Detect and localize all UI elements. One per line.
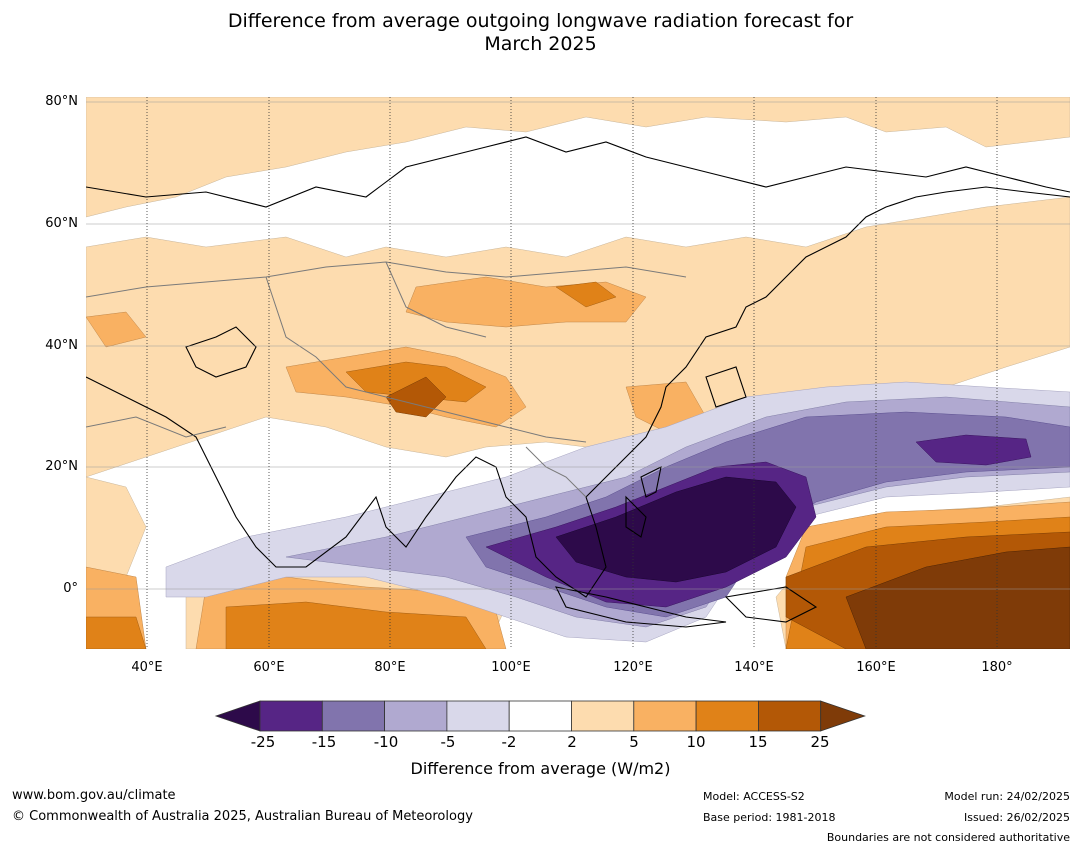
contour-darkest-brown: [845, 546, 1070, 649]
colorbar-cell: [633, 700, 697, 732]
colorbar-tick: -15: [311, 733, 337, 751]
colorbar-tick: 25: [810, 733, 830, 751]
colorbar-tick: -2: [501, 733, 517, 751]
lon-label-80e: 80°E: [374, 660, 406, 675]
footer-copyright: © Commonwealth of Australia 2025, Austra…: [12, 809, 473, 824]
colorbar-tick: -25: [250, 733, 276, 751]
title-line-1: Difference from average outgoing longwav…: [227, 10, 854, 32]
colorbar: [214, 700, 866, 736]
contour-darkest-purple: [555, 476, 797, 583]
lon-label-40e: 40°E: [131, 660, 163, 675]
colorbar-tick: -5: [440, 733, 456, 751]
colorbar-label: Difference from average (W/m2): [410, 759, 671, 778]
colorbar-cell: [321, 700, 386, 732]
lat-label-60n: 60°N: [45, 216, 78, 231]
colorbar-tick: 5: [629, 733, 639, 751]
colorbar-cell: [384, 700, 448, 732]
footer-model-run: Model run: 24/02/2025: [944, 790, 1070, 803]
colorbar-cell: [508, 700, 572, 732]
colorbar-graphic: [214, 700, 866, 732]
footer-boundaries-note: Boundaries are not considered authoritat…: [826, 831, 1070, 844]
colorbar-cell: [758, 700, 822, 732]
lon-label-60e: 60°E: [253, 660, 285, 675]
lon-label-180: 180°: [981, 660, 1013, 675]
footer-base-period: Base period: 1981-2018: [703, 811, 836, 824]
colorbar-tick: 15: [748, 733, 768, 751]
lat-label-0: 0°: [63, 581, 78, 596]
map-panel: [86, 97, 1070, 649]
colorbar-cell: [259, 700, 323, 732]
footer-model: Model: ACCESS-S2: [703, 790, 805, 803]
coastlines: [86, 136, 1070, 628]
colorbar-extend-max: [820, 700, 866, 732]
lon-label-160e: 160°E: [856, 660, 896, 675]
gridlines: [86, 101, 1070, 590]
colorbar-cell: [571, 700, 635, 732]
footer-issued: Issued: 26/02/2025: [963, 811, 1070, 824]
colorbar-tick: 2: [567, 733, 577, 751]
lat-label-20n: 20°N: [45, 459, 78, 474]
colorbar-tick: 10: [686, 733, 706, 751]
colorbar-extend-min: [214, 700, 261, 732]
colorbar-cell: [695, 700, 759, 732]
colorbar-tick: -10: [373, 733, 399, 751]
lat-label-80n: 80°N: [45, 94, 78, 109]
country-borders: [86, 261, 687, 498]
footer-url[interactable]: www.bom.gov.au/climate: [12, 788, 176, 803]
colorbar-cell: [446, 700, 510, 732]
lon-label-100e: 100°E: [491, 660, 531, 675]
lat-label-40n: 40°N: [45, 338, 78, 353]
chart-title: Difference from average outgoing longwav…: [0, 10, 1081, 56]
meridians: [146, 97, 998, 649]
lon-label-120e: 120°E: [613, 660, 653, 675]
lon-label-140e: 140°E: [734, 660, 774, 675]
olr-anomaly-map: [86, 97, 1070, 649]
title-line-2: March 2025: [484, 33, 597, 55]
